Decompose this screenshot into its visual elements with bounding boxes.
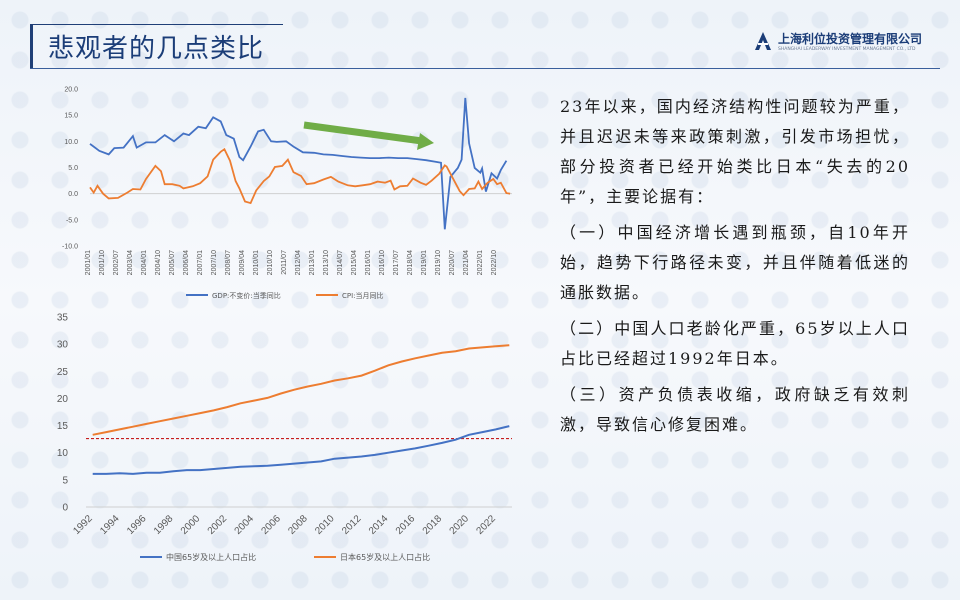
- x-tick-label: 2012: [340, 513, 364, 537]
- y-tick-label: 5.0: [68, 165, 78, 172]
- x-tick-label: 2004: [233, 513, 257, 537]
- x-tick-label: 2016/10: [379, 250, 386, 275]
- series-line-blue: [92, 425, 510, 475]
- slide-title: 悲观者的几点类比: [48, 34, 265, 64]
- x-tick-label: 1996: [125, 513, 149, 537]
- paragraph-point-3: （三）资产负债表收缩，政府缺乏有效刺激，导致信心修复困难。: [560, 385, 910, 434]
- x-tick-label: 2006: [259, 513, 283, 537]
- y-tick-label: 0.0: [68, 191, 78, 198]
- x-tick-label: 2010/01: [253, 250, 260, 275]
- trend-arrow-shaft: [303, 121, 423, 145]
- company-logo: 上海利位投资管理有限公司 SHANGHAI LEADERWAY INVESTME…: [752, 30, 932, 62]
- x-tick-label: 2022: [474, 513, 498, 537]
- x-tick-label: 2004/10: [155, 250, 162, 275]
- y-tick-label: 35: [57, 313, 69, 324]
- x-tick-label: 2009/04: [239, 250, 246, 275]
- x-tick-label: 2010/10: [267, 250, 274, 275]
- x-tick-label: 2022/01: [477, 250, 484, 275]
- x-tick-label: 2004/01: [141, 250, 148, 275]
- y-tick-label: 10: [57, 448, 69, 459]
- y-tick-label: 25: [57, 367, 69, 378]
- company-name: 上海利位投资管理有限公司: [778, 32, 923, 46]
- x-tick-label: 2022/10: [491, 250, 498, 275]
- x-tick-label: 2007/01: [197, 250, 204, 275]
- x-tick-label: 2020/07: [449, 250, 456, 275]
- x-tick-label: 2017/07: [393, 250, 400, 275]
- series-line-orange: [89, 147, 511, 205]
- legend-label: 日本65岁及以上人口占比: [340, 552, 430, 562]
- company-name-en: SHANGHAI LEADERWAY INVESTMENT MANAGEMENT…: [778, 47, 916, 52]
- x-tick-label: 2008/07: [225, 250, 232, 275]
- y-tick-label: 20: [57, 394, 69, 405]
- x-tick-label: 2007/10: [211, 250, 218, 275]
- x-tick-label: 2013/10: [323, 250, 330, 275]
- x-tick-label: 1994: [98, 513, 122, 537]
- y-tick-label: 15: [57, 421, 69, 432]
- y-tick-label: 5: [62, 475, 68, 486]
- x-tick-label: 2014: [367, 513, 391, 537]
- x-tick-label: 2015/04: [351, 250, 358, 275]
- x-tick-label: 1992: [71, 513, 95, 537]
- x-tick-label: 2002/07: [113, 250, 120, 275]
- x-tick-label: 2020: [448, 513, 472, 537]
- x-tick-label: 2011/07: [281, 250, 288, 275]
- legend-label: CPI:当月同比: [342, 291, 384, 300]
- x-tick-label: 2008: [286, 513, 310, 537]
- x-tick-label: 2018: [421, 513, 445, 537]
- x-tick-label: 2012/04: [295, 250, 302, 275]
- y-tick-label: 15.0: [64, 113, 78, 120]
- logo-icon: [755, 32, 771, 50]
- x-tick-label: 2016/01: [365, 250, 372, 275]
- legend-label: 中国65岁及以上人口占比: [166, 552, 256, 562]
- x-tick-label: 2019/10: [435, 250, 442, 275]
- x-tick-label: 2001/01: [85, 250, 92, 275]
- header-divider: [30, 68, 940, 69]
- series-line-orange: [92, 344, 510, 436]
- x-tick-label: 2018/04: [407, 250, 414, 275]
- y-tick-label: -10.0: [62, 243, 78, 250]
- paragraph-intro: 23年以来，国内经济结构性问题较为严重，并且迟迟未等来政策刺激，引发市场担忧，部…: [560, 97, 910, 206]
- y-tick-label: 0: [62, 503, 68, 514]
- x-tick-label: 2016: [394, 513, 418, 537]
- x-tick-label: 2000: [179, 513, 203, 537]
- y-tick-label: 30: [57, 340, 69, 351]
- x-tick-label: 2019/01: [421, 250, 428, 275]
- paragraph-point-2: （二）中国人口老龄化严重，65岁以上人口占比已经超过1992年日本。: [560, 319, 910, 368]
- paragraph-point-1: （一）中国经济增长遇到瓶颈，自10年开始，趋势下行路径未变，并且伴随着低迷的通胀…: [560, 223, 910, 302]
- x-tick-label: 2005/07: [169, 250, 176, 275]
- x-tick-label: 2021/04: [463, 250, 470, 275]
- title-frame: [30, 24, 283, 69]
- x-tick-label: 2006/04: [183, 250, 190, 275]
- trend-arrow-head: [417, 133, 434, 150]
- series-line-blue: [89, 97, 508, 230]
- x-tick-label: 2010: [313, 513, 337, 537]
- y-tick-label: 20.0: [64, 86, 78, 93]
- x-tick-label: 1998: [152, 513, 176, 537]
- y-tick-label: 10.0: [64, 139, 78, 146]
- x-tick-label: 2002: [206, 513, 230, 537]
- x-tick-label: 2013/01: [309, 250, 316, 275]
- legend-label: GDP:不变价:当季同比: [212, 291, 281, 300]
- y-tick-label: -5.0: [66, 217, 78, 224]
- x-tick-label: 2001/10: [99, 250, 106, 275]
- x-tick-label: 2003/04: [127, 250, 134, 275]
- text-block: 23年以来，国内经济结构性问题较为严重，并且迟迟未等来政策刺激，引发市场担忧，部…: [560, 92, 910, 440]
- x-tick-label: 2014/07: [337, 250, 344, 275]
